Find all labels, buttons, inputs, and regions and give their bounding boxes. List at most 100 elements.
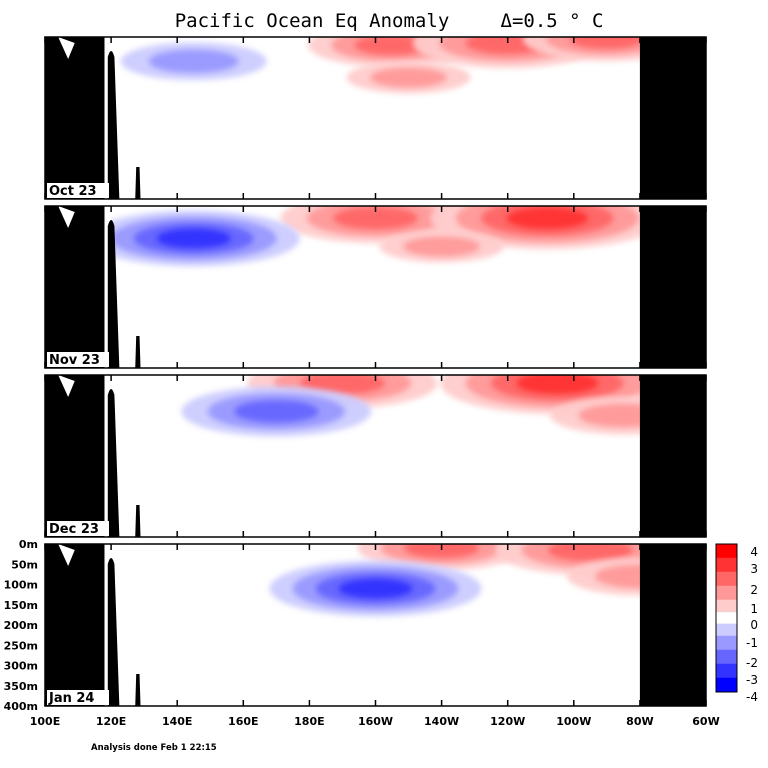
panel-label-bg xyxy=(47,521,109,536)
anomaly-mark xyxy=(333,207,418,230)
panel-label: Dec 23 xyxy=(49,522,99,537)
colorbar-frame xyxy=(715,543,738,693)
colorbar-label: -1 xyxy=(746,636,758,650)
colorbar-label: 4 xyxy=(750,545,758,559)
land-notch xyxy=(58,37,75,59)
anomaly-mark xyxy=(516,375,598,394)
anomaly-field xyxy=(181,375,640,437)
land-west xyxy=(45,544,105,706)
panel-label-bg xyxy=(47,352,109,367)
x-axis: 100E 120E 140E 160E 180E 160W 140W 120W 100W 80W 6… xyxy=(30,715,720,728)
x-tick-label: 120W xyxy=(490,715,525,728)
island-spike xyxy=(135,167,141,199)
y-tick-label: 400m xyxy=(4,700,38,713)
panel-oct-23: Oct 23 xyxy=(44,36,707,200)
anomaly-field xyxy=(269,544,640,617)
x-tick-label: 140E xyxy=(162,715,192,728)
colorbar-swatch xyxy=(715,677,738,693)
colorbar-swatch xyxy=(715,635,738,651)
panel-jan-24: Jan 24 xyxy=(44,543,707,707)
colorbar-swatch xyxy=(715,571,738,587)
x-tick-label: 160E xyxy=(228,715,258,728)
y-tick-label: 350m xyxy=(4,680,38,693)
colorbar-swatch xyxy=(715,663,738,679)
island-spike xyxy=(135,336,141,368)
colorbar-swatch xyxy=(715,649,738,665)
colorbar-label: 0 xyxy=(750,618,758,632)
y-tick-label: 250m xyxy=(4,639,38,652)
x-tick-label: 180E xyxy=(294,715,324,728)
land-east xyxy=(639,37,706,199)
y-tick-label: 150m xyxy=(4,599,38,612)
panels: Oct 23 Nov 23 Dec 23 Jan 24 xyxy=(44,36,707,707)
colorbar-swatch xyxy=(715,599,738,613)
anomaly-mark xyxy=(569,37,640,49)
x-tick-label: 120E xyxy=(96,715,126,728)
y-axis: 0m 50m 100m 150m 200m 250m 300m 350m 400m xyxy=(4,538,38,713)
panel-label: Nov 23 xyxy=(49,353,100,368)
chart-title: Pacific Ocean Eq Anomaly xyxy=(175,10,450,32)
colorbar-legend: 4 3 2 1 0 -1 -2 -3 -4 xyxy=(715,543,758,704)
colorbar-label: 3 xyxy=(750,562,758,576)
x-tick-label: 160W xyxy=(358,715,393,728)
land-east xyxy=(639,206,706,368)
anomaly-field xyxy=(120,37,640,94)
panel-label: Jan 24 xyxy=(48,691,94,706)
island-spike xyxy=(107,389,120,537)
land-notch xyxy=(58,206,75,228)
land-west xyxy=(45,375,105,537)
land-east xyxy=(639,544,706,706)
anomaly-mark xyxy=(234,400,319,423)
land-east xyxy=(639,375,706,537)
anomaly-mark xyxy=(548,544,633,562)
x-tick-label: 100W xyxy=(556,715,591,728)
anomaly-mark xyxy=(148,49,239,73)
island-spike xyxy=(107,51,120,199)
panel-nov-23: Nov 23 xyxy=(44,205,707,369)
x-tick-label: 80W xyxy=(626,715,653,728)
colorbar-swatch xyxy=(715,611,738,625)
colorbar-label: 2 xyxy=(750,583,758,597)
colorbar-label: -4 xyxy=(746,690,758,704)
colorbar-swatch xyxy=(715,623,738,637)
anomaly-mark xyxy=(403,236,480,257)
y-tick-label: 0m xyxy=(19,538,38,551)
x-tick-label: 100E xyxy=(30,715,60,728)
colorbar-swatch xyxy=(715,543,738,559)
y-tick-label: 300m xyxy=(4,660,38,673)
anomaly-mark xyxy=(156,228,231,249)
panel-dec-23: Dec 23 xyxy=(44,374,707,538)
land-notch xyxy=(58,375,75,397)
x-tick-label: 60W xyxy=(692,715,719,728)
colorbar-label: -3 xyxy=(746,673,758,687)
y-tick-label: 100m xyxy=(4,579,38,592)
panel-label: Oct 23 xyxy=(49,184,97,199)
anomaly-mark xyxy=(300,375,385,395)
contour-interval-label: Δ=0.5 ° C xyxy=(501,10,604,32)
island-spike xyxy=(135,505,141,537)
y-tick-label: 200m xyxy=(4,619,38,632)
land-notch xyxy=(58,544,75,566)
anomaly-mark xyxy=(404,544,479,558)
anomaly-field xyxy=(111,206,640,267)
panel-label-bg xyxy=(47,183,109,198)
panel-label-bg xyxy=(47,690,109,705)
island-spike xyxy=(107,558,120,706)
island-spike xyxy=(107,220,120,368)
anomaly-mark xyxy=(354,37,430,55)
colorbar-label: -2 xyxy=(746,656,758,670)
anomaly-mark xyxy=(506,207,589,229)
anomaly-mark xyxy=(594,564,640,589)
land-west xyxy=(45,206,105,368)
x-tick-label: 140W xyxy=(424,715,459,728)
colorbar-label: 1 xyxy=(750,602,758,616)
y-tick-label: 50m xyxy=(11,558,38,571)
colorbar-swatch xyxy=(715,557,738,573)
anomaly-mark xyxy=(338,578,413,599)
anomaly-mark xyxy=(370,67,447,88)
analysis-footnote: Analysis done Feb 1 22:15 xyxy=(91,743,217,753)
anomaly-mark xyxy=(578,403,640,428)
colorbar-swatch xyxy=(715,585,738,601)
land-west xyxy=(45,37,105,199)
